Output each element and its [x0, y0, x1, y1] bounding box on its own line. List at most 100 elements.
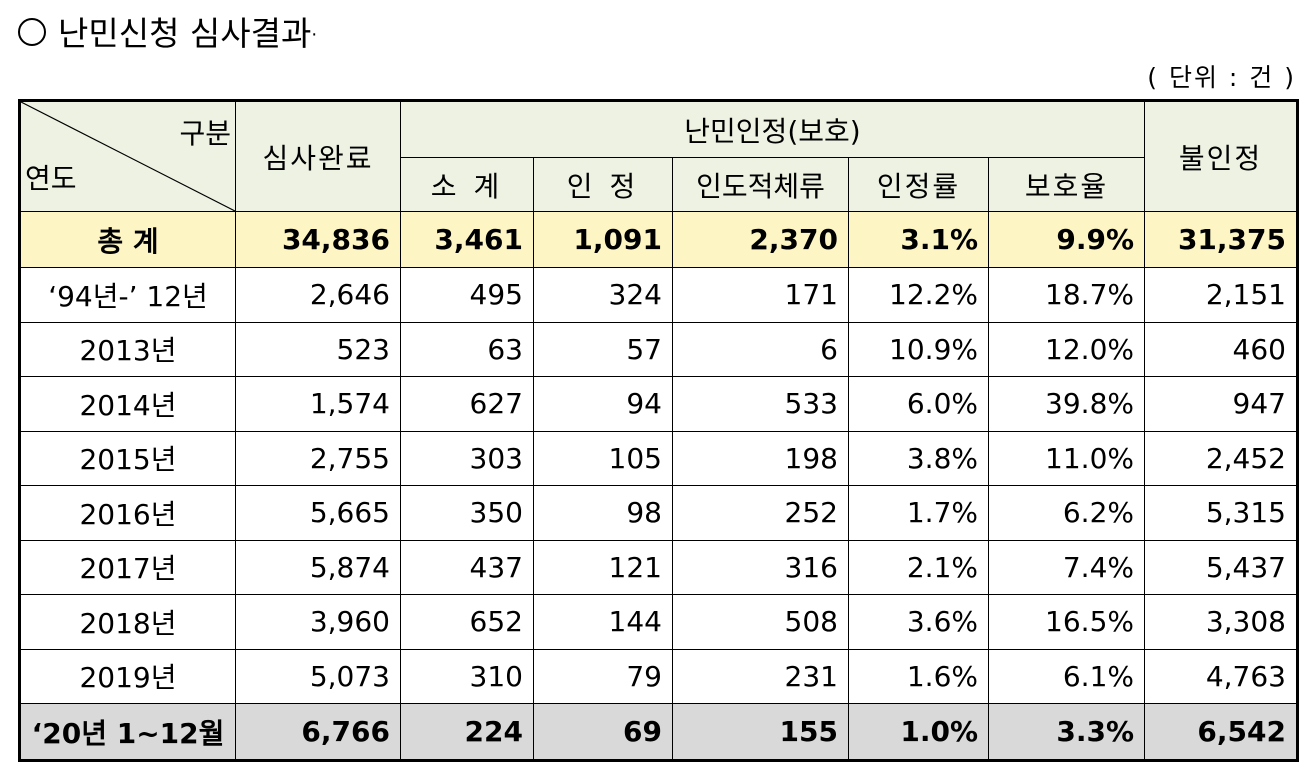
page-title: 난민신청 심사결과·	[18, 10, 317, 60]
table-row: 2013년 523 63 57 6 10.9% 12.0% 460	[19, 321, 1298, 377]
cell-not-recognized: 4,763	[1144, 648, 1298, 704]
cell-recognition-rate: 1.0%	[848, 703, 989, 761]
cell-recognized: 121	[533, 539, 673, 595]
cell-not-recognized: 2,452	[1144, 430, 1298, 486]
row-label: 총 계	[19, 211, 236, 268]
cell-not-recognized: 2,151	[1144, 267, 1298, 323]
cell-humanitarian: 155	[672, 703, 849, 761]
cell-recognition-rate: 10.9%	[848, 321, 989, 377]
cell-completed: 34,836	[235, 211, 401, 268]
row-label: 2013년	[19, 321, 236, 377]
row-label: 2017년	[19, 539, 236, 595]
cell-completed: 523	[235, 321, 401, 377]
header-recognized: 인 정	[533, 157, 673, 212]
cell-recognized: 144	[533, 594, 673, 650]
title-trailing-dot: ·	[311, 24, 318, 46]
unit-note: ( 단위 : 건 )	[1147, 63, 1296, 92]
cell-completed: 5,874	[235, 539, 401, 595]
cell-humanitarian: 508	[672, 594, 849, 650]
header-year: 연도	[25, 162, 77, 195]
cell-completed: 3,960	[235, 594, 401, 650]
header-refugee-group: 난민인정(보호)	[400, 100, 1145, 158]
cell-humanitarian: 231	[672, 648, 849, 704]
row-label: 2016년	[19, 485, 236, 541]
cell-subtotal: 63	[400, 321, 534, 377]
cell-subtotal: 310	[400, 648, 534, 704]
header-protection-rate: 보호율	[988, 157, 1145, 212]
cell-not-recognized: 6,542	[1144, 703, 1298, 761]
row-label: 2018년	[19, 594, 236, 650]
header-row-2: 소 계 인 정 인도적체류 인정률 보호율	[20, 157, 1298, 212]
cell-subtotal: 3,461	[400, 211, 534, 268]
cell-subtotal: 437	[400, 539, 534, 595]
header-not-recognized: 불인정	[1144, 100, 1298, 212]
header-humanitarian: 인도적체류	[672, 157, 849, 212]
cell-subtotal: 224	[400, 703, 534, 761]
cell-recognition-rate: 3.8%	[848, 430, 989, 486]
table-row: 2015년 2,755 303 105 198 3.8% 11.0% 2,452	[19, 430, 1298, 486]
row-label: ‘94년-’ 12년	[19, 267, 236, 323]
cell-humanitarian: 533	[672, 376, 849, 432]
cell-completed: 5,073	[235, 648, 401, 704]
cell-protection-rate: 3.3%	[988, 703, 1145, 761]
circle-bullet-icon	[18, 17, 46, 46]
cell-recognized: 69	[533, 703, 673, 761]
cell-not-recognized: 5,315	[1144, 485, 1298, 541]
cell-protection-rate: 11.0%	[988, 430, 1145, 486]
table-row: 2017년 5,874 437 121 316 2.1% 7.4% 5,437	[19, 539, 1298, 595]
cell-recognition-rate: 3.1%	[848, 211, 989, 268]
table-row: 2019년 5,073 310 79 231 1.6% 6.1% 4,763	[19, 648, 1298, 704]
cell-recognized: 57	[533, 321, 673, 377]
row-label: 2019년	[19, 648, 236, 704]
cell-subtotal: 652	[400, 594, 534, 650]
header-gubun: 구분	[179, 117, 231, 150]
cell-recognition-rate: 3.6%	[848, 594, 989, 650]
header-subtotal: 소 계	[400, 157, 534, 212]
row-label: ‘20년 1~12월	[19, 703, 236, 761]
cell-completed: 1,574	[235, 376, 401, 432]
cell-recognized: 105	[533, 430, 673, 486]
cell-humanitarian: 2,370	[672, 211, 849, 268]
cell-completed: 5,665	[235, 485, 401, 541]
header-recognition-rate: 인정률	[848, 157, 989, 212]
cell-not-recognized: 31,375	[1144, 211, 1298, 268]
cell-subtotal: 627	[400, 376, 534, 432]
cell-humanitarian: 6	[672, 321, 849, 377]
cell-recognized: 1,091	[533, 211, 673, 268]
row-label: 2015년	[19, 430, 236, 486]
table-row: ‘20년 1~12월 6,766 224 69 155 1.0% 3.3% 6,542	[19, 703, 1298, 761]
cell-protection-rate: 39.8%	[988, 376, 1145, 432]
cell-protection-rate: 6.2%	[988, 485, 1145, 541]
title-text: 난민신청 심사결과	[58, 14, 312, 53]
diagonal-divider	[21, 102, 235, 211]
cell-completed: 2,755	[235, 430, 401, 486]
row-label: 2014년	[19, 376, 236, 432]
table-row: ‘94년-’ 12년 2,646 495 324 171 12.2% 18.7% 2,151	[19, 267, 1298, 323]
cell-humanitarian: 316	[672, 539, 849, 595]
header-row-1: 구분 연도 심사완료 난민인정(보호) 불인정	[19, 100, 1298, 212]
cell-recognition-rate: 12.2%	[848, 267, 989, 323]
cell-humanitarian: 198	[672, 430, 849, 486]
cell-protection-rate: 7.4%	[988, 539, 1145, 595]
table-row: 2014년 1,574 627 94 533 6.0% 39.8% 947	[19, 376, 1298, 432]
cell-recognition-rate: 1.7%	[848, 485, 989, 541]
table-row: 2018년 3,960 652 144 508 3.6% 16.5% 3,308	[19, 594, 1298, 650]
cell-recognized: 98	[533, 485, 673, 541]
cell-recognized: 79	[533, 648, 673, 704]
cell-subtotal: 303	[400, 430, 534, 486]
cell-protection-rate: 6.1%	[988, 648, 1145, 704]
cell-not-recognized: 460	[1144, 321, 1298, 377]
cell-recognition-rate: 6.0%	[848, 376, 989, 432]
cell-not-recognized: 3,308	[1144, 594, 1298, 650]
cell-recognition-rate: 2.1%	[848, 539, 989, 595]
cell-protection-rate: 12.0%	[988, 321, 1145, 377]
cell-recognized: 94	[533, 376, 673, 432]
header-corner-cell: 구분 연도	[19, 100, 236, 212]
cell-completed: 2,646	[235, 267, 401, 323]
cell-humanitarian: 252	[672, 485, 849, 541]
cell-completed: 6,766	[235, 703, 401, 761]
cell-recognition-rate: 1.6%	[848, 648, 989, 704]
cell-subtotal: 350	[400, 485, 534, 541]
header-completed: 심사완료	[235, 100, 401, 212]
cell-protection-rate: 18.7%	[988, 267, 1145, 323]
